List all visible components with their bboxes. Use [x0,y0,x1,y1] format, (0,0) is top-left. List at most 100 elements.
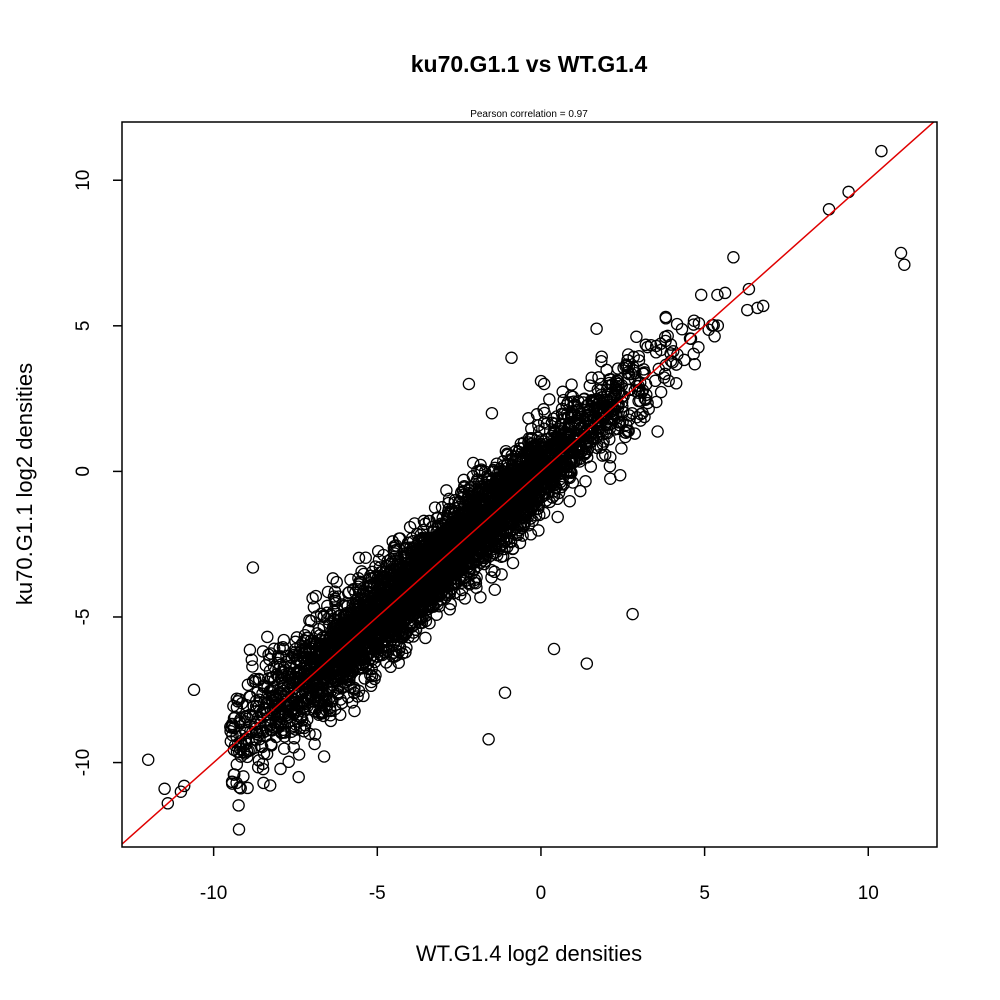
data-point [482,733,495,746]
data-point [580,451,594,464]
data-point [341,586,355,600]
data-point [464,513,477,526]
data-point [256,645,270,658]
data-point [264,671,278,685]
data-point [303,662,317,675]
data-point [292,748,306,761]
data-point [650,395,663,409]
data-point [532,524,545,537]
data-point [265,684,278,697]
data-point [232,692,246,706]
data-point [428,543,441,557]
data-point [316,631,329,644]
data-point [300,713,314,726]
data-point [545,416,559,430]
data-point [534,482,548,496]
data-point [609,385,623,399]
chart-title: ku70.G1.1 vs WT.G1.4 [411,51,648,77]
data-point [633,376,647,390]
data-point [232,799,245,812]
data-point [595,354,608,368]
data-point [376,570,390,583]
data-point [585,371,598,385]
data-point [394,628,408,641]
data-point [432,566,446,579]
data-point [332,685,345,699]
data-point [654,385,668,399]
data-point [288,731,301,745]
data-point [495,538,509,551]
data-point [316,706,330,720]
y-axis-label: ku70.G1.1 log2 densities [12,363,37,605]
data-point [506,556,520,570]
data-point [664,347,677,360]
data-point [365,565,379,579]
data-point [363,572,377,585]
data-point [842,185,855,199]
data-point [259,659,273,672]
data-point [355,610,369,623]
data-point [277,742,291,755]
data-point [493,492,507,506]
data-point [225,775,239,789]
data-point [330,673,343,687]
data-point [580,445,593,459]
y-tick-label: -10 [73,749,94,776]
data-point [312,706,326,720]
data-point [604,472,617,485]
data-point [352,551,366,565]
data-point [274,762,287,776]
data-point [357,638,371,651]
data-point [355,651,368,664]
data-point [587,396,600,410]
data-point [357,590,370,603]
data-point [598,448,612,462]
data-point [388,547,401,560]
data-point [423,597,437,610]
data-point [533,446,546,460]
data-point [449,568,462,582]
data-point [539,470,552,484]
data-point [378,594,391,607]
data-point [456,485,470,498]
data-point [313,634,327,647]
data-point [256,726,270,739]
data-point [430,536,443,549]
data-point [290,699,303,712]
data-point [521,453,535,467]
data-point [351,690,364,703]
data-point [822,203,836,216]
data-point [486,465,500,479]
data-point [420,547,434,561]
data-point [467,532,480,545]
data-point [308,737,321,751]
data-point [649,374,662,388]
data-point [269,716,283,729]
data-point [309,728,322,741]
chart-subtitle: Pearson correlation = 0.97 [470,109,588,120]
data-point [630,410,643,424]
data-point [554,456,567,470]
data-point [483,549,497,563]
data-point [353,661,367,674]
data-point [537,403,550,416]
data-point [639,338,653,352]
data-point [300,691,314,704]
data-point [278,726,292,739]
data-point [589,416,602,429]
data-point [649,339,663,353]
data-point [510,510,524,524]
data-point [488,583,502,596]
data-point [263,653,276,666]
data-point [337,610,351,624]
data-point [613,415,627,429]
data-point [410,557,424,571]
data-point [419,614,433,628]
x-tick-label: -10 [200,883,227,904]
data-point [318,645,332,659]
data-point [625,367,638,381]
data-point [661,329,674,343]
data-point [567,432,581,446]
data-point [466,456,480,470]
data-point [628,427,642,440]
